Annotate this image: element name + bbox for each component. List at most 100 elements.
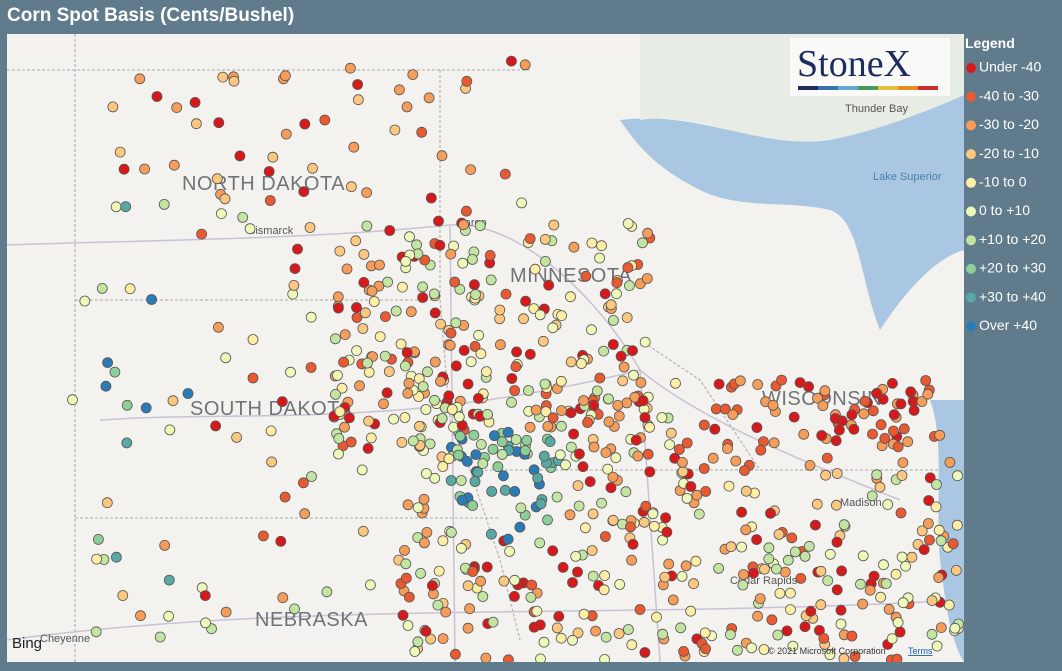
site-dot [420, 625, 432, 637]
site-dot [213, 117, 225, 129]
site-dot [399, 545, 410, 556]
site-dot [433, 565, 445, 577]
site-dot [596, 240, 607, 252]
site-dot [96, 282, 108, 294]
site-dot [333, 433, 345, 444]
site-dot [617, 375, 629, 387]
site-dot [830, 435, 842, 447]
site-dot [514, 521, 526, 533]
site-dot [608, 314, 619, 326]
site-dot [664, 439, 675, 451]
site-dot [457, 257, 469, 269]
site-dot [101, 497, 113, 509]
site-dot [620, 486, 632, 498]
site-dot [365, 432, 377, 444]
site-dot [399, 360, 411, 372]
site-dot [496, 448, 508, 460]
site-dot [339, 421, 350, 433]
site-dot [215, 208, 227, 220]
site-dot [572, 566, 583, 578]
site-dot [657, 628, 668, 640]
site-dot [763, 542, 775, 554]
site-dot [952, 470, 963, 482]
site-dot [361, 357, 373, 369]
terms-link[interactable]: Terms [908, 646, 933, 656]
site-dot [596, 497, 607, 509]
site-dot [412, 502, 424, 514]
site-dot [510, 361, 522, 373]
site-dot [401, 347, 413, 358]
site-dot [594, 252, 605, 264]
legend-swatch [966, 91, 976, 102]
legend-swatch [966, 292, 976, 303]
site-dot [786, 532, 798, 544]
site-dot [637, 395, 649, 407]
site-dot [923, 518, 934, 529]
site-dot [445, 327, 457, 339]
site-dot [473, 329, 485, 341]
site-dot [396, 436, 408, 448]
map[interactable]: NORTH DAKOTA MINNESOTA SOUTH DAKOTA WISC… [7, 34, 964, 665]
site-dot [265, 425, 277, 437]
site-dot [485, 274, 497, 286]
site-dot [524, 233, 536, 245]
site-dot [525, 592, 537, 603]
site-dot [846, 409, 858, 421]
site-dot [521, 434, 533, 446]
site-dot [752, 379, 764, 390]
site-dot [926, 628, 938, 640]
site-dot [751, 422, 763, 433]
site-dot [345, 436, 357, 448]
site-dot [846, 630, 858, 642]
site-dot [630, 434, 642, 446]
site-dot [332, 302, 344, 314]
site-dot [524, 348, 536, 360]
site-dot [785, 604, 796, 615]
site-dot [895, 507, 907, 519]
site-dot [464, 603, 476, 615]
site-dot [949, 622, 961, 634]
site-dot [835, 604, 847, 616]
site-dot [267, 151, 279, 163]
site-dot [79, 295, 91, 307]
site-dot [492, 461, 504, 473]
site-dot [931, 640, 943, 652]
site-dot [628, 369, 639, 381]
site-dot [506, 373, 518, 384]
site-dot [776, 374, 787, 386]
site-dot [509, 591, 520, 602]
site-dot [437, 535, 449, 547]
site-dot [625, 521, 636, 533]
site-dot [554, 449, 566, 461]
site-dot [475, 575, 487, 587]
site-dot [880, 578, 892, 589]
site-dot [100, 380, 112, 392]
site-dot [647, 508, 659, 520]
site-dot [906, 551, 918, 563]
site-dot [542, 420, 554, 432]
site-dot [247, 334, 259, 345]
site-dot [895, 398, 907, 410]
site-dot [196, 228, 208, 240]
site-dot [404, 231, 415, 243]
site-dot [781, 625, 793, 637]
site-dot [677, 466, 689, 478]
site-dot [289, 263, 301, 275]
site-dot [735, 375, 746, 387]
site-dot [396, 281, 408, 293]
site-dot [618, 361, 630, 373]
site-dot [139, 163, 151, 175]
state-label: NORTH DAKOTA [182, 173, 345, 195]
legend-swatch [966, 235, 976, 246]
site-dot [835, 618, 847, 630]
site-dot [632, 450, 644, 462]
site-dot [298, 186, 310, 198]
site-dot [623, 624, 634, 635]
site-dot [462, 378, 474, 390]
site-dot [613, 410, 625, 422]
site-dot [818, 633, 830, 644]
site-dot [642, 227, 653, 239]
site-dot [502, 426, 514, 438]
site-dot [429, 356, 441, 368]
site-dot [432, 599, 444, 611]
